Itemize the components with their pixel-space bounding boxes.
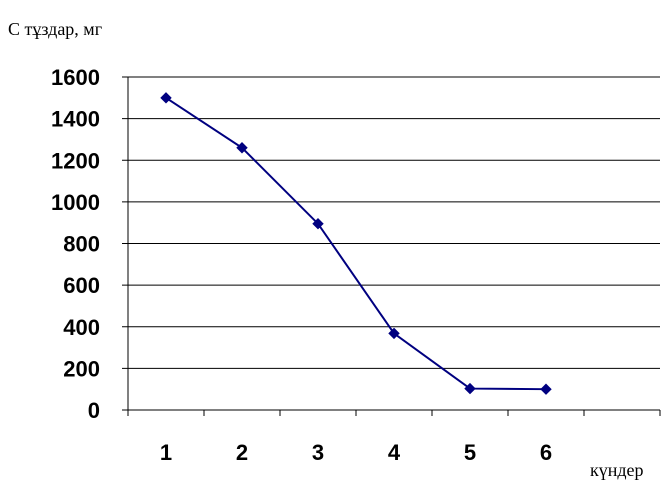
y-tick-label: 1200 bbox=[51, 148, 100, 173]
x-tick-label: 3 bbox=[312, 440, 324, 465]
x-tick-label: 4 bbox=[388, 440, 401, 465]
x-tick-label: 6 bbox=[540, 440, 552, 465]
series-lines bbox=[165, 96, 547, 391]
x-tick-label: 1 bbox=[160, 440, 172, 465]
y-tick-label: 1400 bbox=[51, 107, 100, 132]
data-point-3 bbox=[312, 218, 324, 230]
x-tick-label: 2 bbox=[236, 440, 248, 465]
series-line bbox=[165, 96, 547, 391]
y-tick-label: 1000 bbox=[51, 190, 100, 215]
y-tick-label: 200 bbox=[63, 356, 100, 381]
y-axis-label: С тұздар, мг bbox=[8, 19, 102, 39]
y-tick-label: 1600 bbox=[51, 65, 100, 90]
axes bbox=[122, 76, 661, 416]
series-markers bbox=[160, 92, 552, 395]
y-tick-label: 400 bbox=[63, 315, 100, 340]
gridlines bbox=[128, 76, 660, 369]
y-tick-label: 600 bbox=[63, 273, 100, 298]
data-point-4 bbox=[388, 327, 400, 340]
y-tick-labels: 0 200 400 600 800 1000 1200 1400 1600 bbox=[51, 65, 100, 423]
data-point-1 bbox=[160, 92, 172, 104]
data-point-2 bbox=[236, 142, 248, 154]
x-tick-label: 5 bbox=[464, 440, 476, 465]
data-point-5 bbox=[464, 382, 476, 395]
y-tick-label: 800 bbox=[63, 232, 100, 257]
data-point-6 bbox=[540, 383, 552, 395]
x-tick-labels: 1 2 3 4 5 6 bbox=[160, 440, 552, 465]
x-axis-label: күндер bbox=[590, 460, 644, 480]
y-tick-label: 0 bbox=[88, 398, 100, 423]
